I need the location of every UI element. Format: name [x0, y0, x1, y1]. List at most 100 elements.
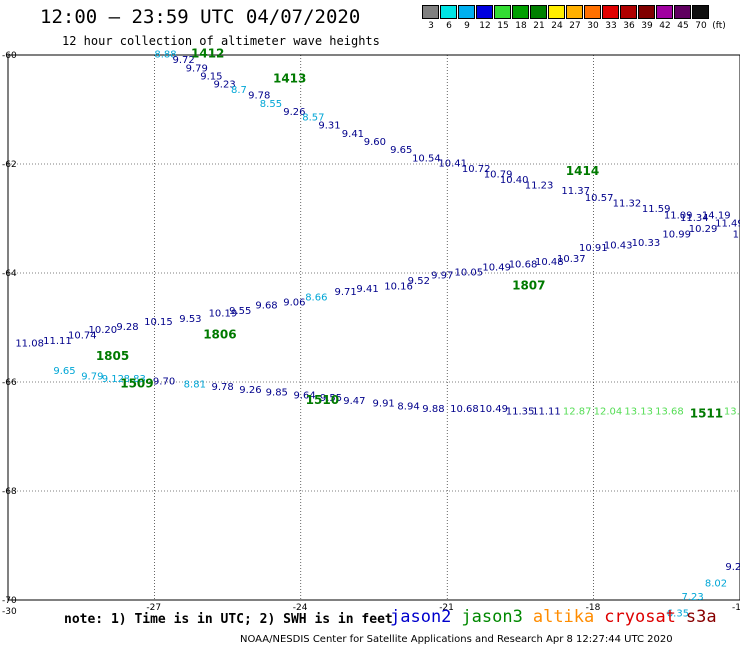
data-label: 9.52 — [408, 276, 430, 287]
data-label: 9.28 — [116, 322, 138, 333]
scale-swatch — [656, 5, 673, 19]
data-label: 9.23 — [213, 80, 235, 91]
data-label: 9.65 — [390, 145, 412, 156]
data-label: 9.55 — [320, 393, 342, 404]
scale-label: 42 — [659, 21, 671, 31]
scale-label: 21 — [533, 21, 545, 31]
y-tick-label: -60 — [2, 51, 17, 61]
scale-swatch — [620, 5, 637, 19]
data-label: 9.65 — [53, 366, 75, 377]
data-label: 8.83 — [124, 374, 146, 385]
data-label: 10.37 — [557, 254, 586, 265]
scale-label: 18 — [515, 21, 527, 31]
satellite-legend: jason2 jason3 altika cryosat s3a — [390, 607, 727, 627]
scale-swatch — [692, 5, 709, 19]
y-tick-label: -68 — [2, 487, 17, 497]
data-label: 10.19 — [209, 309, 238, 320]
data-label: 9.12 — [102, 374, 124, 385]
data-label: 9.26 — [239, 385, 261, 396]
data-label: 11.11 — [532, 407, 561, 418]
data-label: 10.74 — [68, 330, 97, 341]
pass-label: 1511 — [690, 406, 723, 420]
data-label: 9.06 — [283, 298, 305, 309]
data-label: 9.26 — [283, 107, 305, 118]
data-label: 10.43 — [604, 240, 633, 251]
scale-label: 15 — [497, 21, 509, 31]
data-label: 10.49 — [482, 262, 511, 273]
scale-label: 70 — [695, 21, 707, 31]
data-label: 10.20 — [89, 325, 118, 336]
data-label: 9.26 — [725, 562, 740, 573]
data-label: 11.59 — [642, 204, 671, 215]
pass-label: 1510 — [306, 393, 339, 407]
color-scale — [422, 4, 710, 23]
scale-label: 36 — [623, 21, 635, 31]
scale-swatch — [566, 5, 583, 19]
data-label: 10.49 — [479, 404, 508, 415]
data-label: 10.41 — [438, 159, 467, 170]
scale-label: (ft) — [712, 21, 726, 31]
pass-label: 1412 — [191, 47, 224, 61]
scale-swatch — [458, 5, 475, 19]
data-label: 13.14 — [724, 407, 740, 418]
pass-label: 1807 — [512, 278, 545, 292]
data-label: 9.79 — [81, 371, 103, 382]
scale-label: 30 — [587, 21, 599, 31]
data-label: 8.81 — [184, 379, 206, 390]
data-label: 10.48 — [535, 257, 564, 268]
satellite-altika: altika — [532, 607, 595, 627]
x-tick-label: -18 — [586, 603, 601, 613]
data-label: 9.55 — [229, 306, 251, 317]
data-label: 6.35 — [667, 608, 689, 619]
pass-label: 1805 — [96, 349, 129, 363]
data-label: 11.28 — [733, 230, 740, 241]
data-label: 13.13 — [624, 407, 653, 418]
scale-label: 3 — [428, 21, 434, 31]
data-label: 10.91 — [579, 243, 608, 254]
y-tick-label: -62 — [2, 160, 17, 170]
scale-label: 45 — [677, 21, 689, 31]
scale-swatch — [548, 5, 565, 19]
scale-swatch — [674, 5, 691, 19]
data-label: 9.70 — [153, 377, 175, 388]
data-label: 11.49 — [715, 219, 740, 230]
scale-swatch — [422, 5, 439, 19]
data-label: 9.68 — [255, 300, 277, 311]
pass-label: 1414 — [566, 164, 599, 178]
data-label: 10.15 — [144, 317, 173, 328]
data-label: 9.72 — [172, 55, 194, 66]
pass-label: 1509 — [120, 376, 153, 390]
data-label: 11.37 — [561, 186, 590, 197]
satellite-s3a: s3a — [685, 607, 717, 627]
data-label: 9.78 — [248, 91, 270, 102]
data-label: 13.68 — [655, 407, 684, 418]
data-label: 10.16 — [384, 281, 413, 292]
pass-label: 1806 — [203, 327, 236, 341]
scale-swatch — [476, 5, 493, 19]
data-label: 9.41 — [356, 284, 378, 295]
data-label: 12.87 — [563, 407, 592, 418]
note-text: note: 1) Time is in UTC; 2) SWH is in fe… — [64, 612, 393, 627]
scale-label: 39 — [641, 21, 653, 31]
data-label: 9.15 — [200, 72, 222, 83]
data-label: 11.08 — [15, 339, 44, 350]
data-label: 10.79 — [484, 170, 513, 181]
data-label: 8.66 — [305, 292, 327, 303]
data-label: 9.79 — [186, 63, 208, 74]
data-label: 10.72 — [462, 164, 491, 175]
data-label: 9.53 — [179, 314, 201, 325]
scale-swatch — [530, 5, 547, 19]
data-label: 10.68 — [509, 260, 538, 271]
scale-label: 33 — [605, 21, 617, 31]
data-label: 9.64 — [293, 390, 315, 401]
footer-credit: NOAA/NESDIS Center for Satellite Applica… — [240, 634, 673, 645]
data-label: 7.23 — [681, 592, 703, 603]
data-label: 9.88 — [422, 404, 444, 415]
data-label: 8.88 — [154, 50, 176, 61]
y-tick-label: -66 — [2, 378, 17, 388]
data-label: 9.41 — [342, 129, 364, 140]
data-label: 8.57 — [302, 112, 324, 123]
data-label: 9.47 — [343, 396, 365, 407]
scale-swatch — [584, 5, 601, 19]
data-label: 10.54 — [412, 153, 441, 164]
